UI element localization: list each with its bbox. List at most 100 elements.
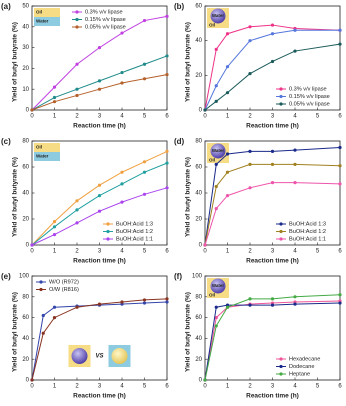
data-point	[97, 209, 102, 213]
series-line	[204, 302, 341, 381]
data-point	[225, 305, 230, 309]
x-tick-label: 3	[271, 249, 275, 255]
inset-label: Oil	[209, 293, 215, 298]
legend-marker	[106, 229, 110, 234]
water-droplet	[210, 143, 226, 159]
y-axis-label: Yield of butyl butyrate (%)	[12, 292, 19, 372]
x-axis-label: Reaction time (h)	[73, 123, 126, 130]
y-tick-label: 40	[195, 38, 202, 44]
x-tick-label: 5	[316, 114, 320, 120]
data-point	[75, 208, 79, 212]
x-tick-label: 3	[98, 384, 102, 390]
data-point	[338, 145, 342, 150]
data-point	[97, 194, 102, 198]
panel-label: (e)	[1, 272, 11, 281]
x-tick-label: 1	[226, 384, 230, 390]
data-point	[142, 160, 147, 164]
y-tick-label: 20	[22, 357, 29, 363]
data-point	[142, 170, 147, 174]
data-point	[120, 200, 124, 204]
legend-marker	[279, 87, 283, 91]
data-point	[142, 192, 147, 196]
data-point	[75, 199, 79, 203]
panel-label: (f)	[174, 272, 182, 281]
x-tick-label: 0	[30, 249, 34, 255]
data-point	[75, 62, 79, 66]
data-point	[293, 295, 297, 299]
data-point	[293, 148, 297, 152]
x-tick-label: 5	[143, 384, 147, 390]
series-line	[31, 301, 168, 381]
droplet-wo	[71, 348, 88, 364]
data-point	[248, 162, 252, 166]
legend-label: BuOH:Acid 1:3	[116, 221, 153, 227]
x-tick-label: 0	[203, 384, 207, 390]
inset-label: Water	[36, 19, 49, 24]
y-tick-label: 60	[22, 165, 29, 171]
inset-label: Oil	[36, 145, 42, 150]
x-axis-label: Reaction time (h)	[73, 258, 126, 265]
x-tick-label: 6	[165, 384, 169, 390]
legend-label: 0.05% v/v lipase	[85, 24, 126, 30]
data-point	[165, 54, 169, 58]
data-point	[270, 181, 275, 185]
x-tick-label: 4	[293, 114, 297, 120]
y-tick-label: 80	[195, 294, 202, 300]
x-tick-label: 6	[165, 114, 169, 120]
legend-marker	[106, 222, 110, 226]
data-point	[52, 220, 57, 224]
legend-label: 0.3% v/v lipase	[289, 86, 327, 92]
y-tick-label: 60	[195, 4, 202, 10]
x-axis-label: Reaction time (h)	[246, 258, 299, 265]
data-point	[52, 233, 57, 237]
y-tick-label: 60	[22, 315, 29, 321]
x-tick-label: 4	[120, 114, 124, 120]
y-tick-label: 100	[192, 274, 203, 280]
legend-marker	[39, 287, 43, 292]
legend-label: BuOH:Acid 1:1	[116, 236, 153, 242]
data-point	[214, 305, 218, 309]
y-tick-label: 0	[199, 108, 203, 114]
data-point	[75, 305, 79, 309]
x-tick-label: 1	[53, 384, 57, 390]
water-droplet	[210, 278, 226, 294]
x-tick-label: 1	[226, 114, 230, 120]
x-tick-label: 2	[75, 384, 79, 390]
x-tick-label: 2	[248, 384, 252, 390]
series-line	[204, 294, 341, 381]
data-point	[248, 25, 252, 29]
data-point	[165, 161, 169, 165]
data-point	[203, 243, 207, 247]
oil-layer	[34, 143, 60, 152]
data-point	[248, 72, 252, 76]
data-point	[120, 182, 124, 186]
data-point	[52, 316, 57, 320]
data-point	[41, 331, 45, 335]
series-line	[31, 55, 168, 111]
legend-marker	[75, 17, 79, 22]
data-point	[225, 152, 230, 156]
data-point	[225, 170, 230, 174]
data-point	[97, 302, 102, 306]
data-point	[97, 46, 102, 50]
data-point	[293, 162, 297, 166]
legend-label: BuOH:Acid 1:1	[289, 236, 326, 242]
data-point	[214, 184, 218, 189]
x-tick-label: 0	[30, 114, 34, 120]
legend-marker	[279, 357, 283, 361]
x-tick-label: 3	[271, 114, 275, 120]
legend-marker	[39, 280, 43, 284]
data-point	[75, 221, 79, 225]
legend-marker	[279, 94, 283, 99]
y-tick-label: 80	[22, 294, 29, 300]
data-point	[248, 186, 252, 190]
x-tick-label: 5	[316, 384, 320, 390]
data-point	[30, 378, 34, 382]
inset-label: Water	[212, 148, 225, 153]
x-tick-label: 3	[271, 384, 275, 390]
oil-layer	[34, 8, 60, 17]
legend-label: Heptane	[289, 371, 310, 377]
series-line	[204, 43, 341, 111]
legend-label: 0.15% v/v lipase	[85, 17, 126, 23]
inset-label: Water	[36, 154, 49, 159]
